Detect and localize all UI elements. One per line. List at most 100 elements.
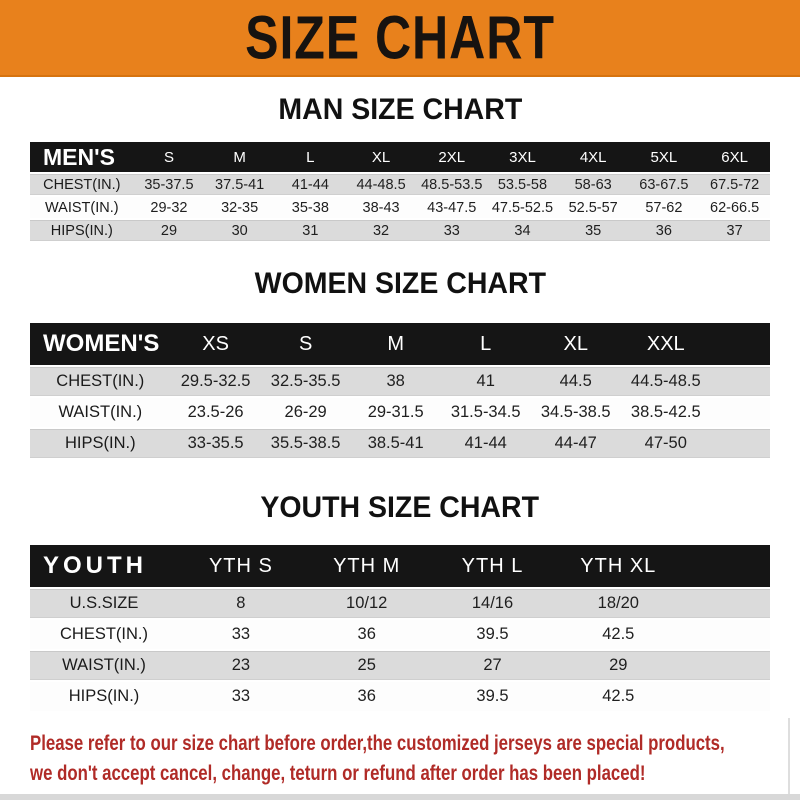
size-value: 63-67.5 (628, 174, 700, 195)
size-column-header: YTH XL (555, 545, 682, 587)
table-group-label: WOMEN'S (30, 323, 171, 365)
measurement-row-label: WAIST(IN.) (30, 398, 171, 427)
banner-title: SIZE CHART (245, 2, 555, 73)
size-column-header: S (133, 142, 205, 172)
size-value: 29-32 (133, 197, 205, 218)
size-column-header: L (440, 323, 531, 365)
table-group-label: MEN'S (30, 142, 134, 172)
spacer-cell (710, 429, 770, 458)
size-value: 42.5 (555, 682, 682, 711)
size-value: 44.5 (530, 367, 621, 396)
size-value: 32.5-35.5 (260, 367, 351, 396)
size-value: 42.5 (555, 620, 682, 649)
size-value: 48.5-53.5 (416, 174, 488, 195)
man-size-chart-section: MAN SIZE CHART MEN'S S M L XL 2XL 3XL 4XL 5XL 6XL… (0, 92, 800, 243)
measurement-row-label: WAIST(IN.) (30, 651, 178, 680)
measurement-row: U.S.SIZE 8 10/12 14/16 18/20 (30, 589, 770, 618)
size-value: 36 (303, 682, 430, 711)
size-value: 34.5-38.5 (530, 398, 621, 427)
size-column-header: 6XL (699, 142, 770, 172)
women-size-chart-section: WOMEN SIZE CHART WOMEN'S XS S M L XL XXL CHEST(… (0, 266, 800, 460)
size-column-header: M (350, 323, 441, 365)
size-value: 38-43 (345, 197, 417, 218)
measurement-row: HIPS(IN.) 29 30 31 32 33 34 35 36 37 (30, 220, 770, 241)
size-value: 23 (178, 651, 304, 680)
measurement-row-label: U.S.SIZE (30, 589, 178, 618)
order-policy-note: Please refer to our size chart before or… (30, 729, 800, 789)
youth-size-chart-section: YOUTH SIZE CHART YOUTH YTH S YTH M YTH L YTH… (0, 490, 800, 713)
size-value: 58-63 (557, 174, 629, 195)
size-value: 33 (178, 682, 304, 711)
size-value: 35 (557, 220, 629, 241)
man-size-table: MEN'S S M L XL 2XL 3XL 4XL 5XL 6XL CHEST(IN.) 35-37… (30, 140, 770, 243)
size-value: 29.5-32.5 (170, 367, 261, 396)
size-value: 37.5-41 (204, 174, 275, 195)
size-value: 43-47.5 (416, 197, 488, 218)
size-value: 35-37.5 (133, 174, 205, 195)
measurement-row-label: HIPS(IN.) (30, 429, 171, 458)
size-column-header: 4XL (557, 142, 629, 172)
size-value: 26-29 (260, 398, 351, 427)
size-chart-banner: SIZE CHART (0, 0, 800, 77)
measurement-row: WAIST(IN.) 23 25 27 29 (30, 651, 770, 680)
size-value: 29 (555, 651, 682, 680)
measurement-row: CHEST(IN.) 35-37.5 37.5-41 41-44 44-48.5 48.5… (30, 174, 770, 195)
size-value: 38.5-41 (350, 429, 441, 458)
size-value: 32 (345, 220, 417, 241)
size-value: 33-35.5 (170, 429, 261, 458)
size-value: 67.5-72 (699, 174, 770, 195)
right-edge-artifact-line (788, 718, 790, 794)
size-value: 29-31.5 (350, 398, 441, 427)
size-value: 33 (178, 620, 304, 649)
size-value: 38.5-42.5 (620, 398, 711, 427)
size-value: 36 (628, 220, 700, 241)
size-column-header: 3XL (487, 142, 558, 172)
measurement-row-label: WAIST(IN.) (30, 197, 134, 218)
size-value: 44-48.5 (345, 174, 417, 195)
size-column-header: XL (345, 142, 417, 172)
measurement-row-label: CHEST(IN.) (30, 620, 178, 649)
measurement-row: HIPS(IN.) 33-35.5 35.5-38.5 38.5-41 41-44 44-… (30, 429, 770, 458)
youth-size-chart-title: YOUTH SIZE CHART (260, 491, 540, 524)
size-value: 14/16 (429, 589, 556, 618)
size-value: 33 (416, 220, 488, 241)
size-value: 25 (303, 651, 430, 680)
size-value: 41-44 (440, 429, 531, 458)
size-column-header: XL (530, 323, 621, 365)
measurement-row: CHEST(IN.) 29.5-32.5 32.5-35.5 38 41 44.5 44.5… (30, 367, 770, 396)
size-value: 38 (350, 367, 441, 396)
size-value: 44-47 (530, 429, 621, 458)
size-value: 35-38 (275, 197, 346, 218)
size-column-header: L (275, 142, 346, 172)
table-header-row: MEN'S S M L XL 2XL 3XL 4XL 5XL 6XL (30, 142, 770, 172)
size-value: 31.5-34.5 (440, 398, 531, 427)
spacer-cell (681, 545, 770, 587)
man-size-chart-title: MAN SIZE CHART (278, 93, 522, 126)
size-value: 37 (699, 220, 770, 241)
size-value: 27 (429, 651, 556, 680)
order-policy-line-2: we don't accept cancel, change, teturn o… (30, 762, 646, 785)
size-value: 29 (133, 220, 205, 241)
size-value: 18/20 (555, 589, 682, 618)
women-size-chart-title: WOMEN SIZE CHART (254, 267, 546, 300)
size-value: 30 (204, 220, 275, 241)
size-column-header: XS (170, 323, 261, 365)
size-column-header: XXL (620, 323, 711, 365)
spacer-cell (681, 682, 770, 711)
size-column-header: YTH L (429, 545, 556, 587)
bottom-edge-strip (0, 794, 800, 800)
size-column-header: YTH M (303, 545, 430, 587)
spacer-cell (710, 398, 770, 427)
size-value: 53.5-58 (487, 174, 558, 195)
youth-size-table: YOUTH YTH S YTH M YTH L YTH XL U.S.SIZE 8 10/12… (30, 543, 770, 713)
size-column-header: 2XL (416, 142, 488, 172)
size-value: 47-50 (620, 429, 711, 458)
spacer-cell (710, 367, 770, 396)
measurement-row: WAIST(IN.) 29-32 32-35 35-38 38-43 43-47.5 47.… (30, 197, 770, 218)
size-value: 52.5-57 (557, 197, 629, 218)
size-value: 35.5-38.5 (260, 429, 351, 458)
size-value: 41 (440, 367, 531, 396)
size-value: 10/12 (303, 589, 430, 618)
size-value: 41-44 (275, 174, 346, 195)
spacer-cell (681, 620, 770, 649)
